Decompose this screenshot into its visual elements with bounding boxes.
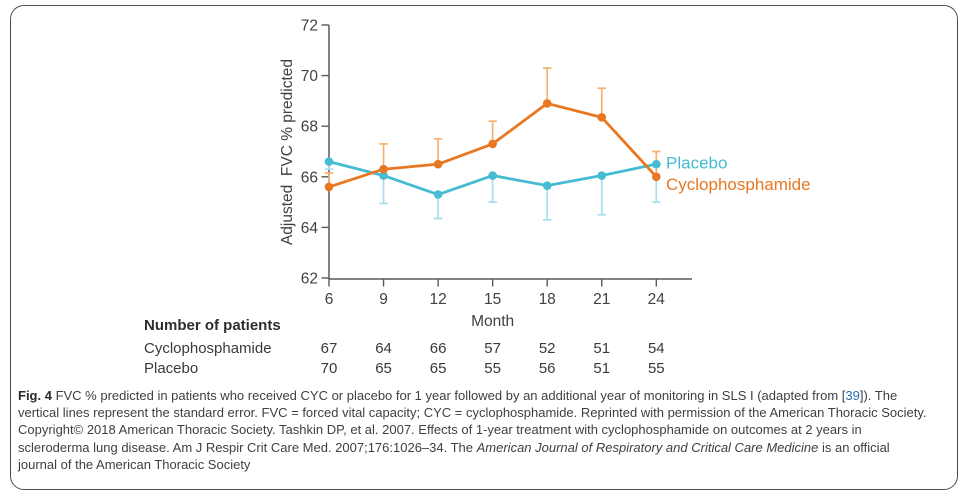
x-axis-title: Month: [471, 313, 514, 330]
data-point-cyclophosphamide: [652, 172, 661, 182]
data-point-cyclophosphamide: [324, 182, 334, 192]
data-point-placebo: [433, 190, 443, 199]
fvc-line-chart: 62 64 66 68 70 72 6 9 12 15 18 21 24 Month Adjusted FV…: [279, 18, 811, 331]
patients-count: 70: [320, 360, 338, 377]
caption-text: is an official journal of the American T…: [18, 439, 890, 472]
patients-count: 66: [429, 340, 447, 357]
data-point-cyclophosphamide: [542, 99, 552, 108]
data-point-placebo: [542, 181, 552, 190]
patients-count: 54: [647, 340, 665, 357]
patients-count: 55: [647, 360, 665, 377]
x-tick-label: 21: [593, 291, 610, 308]
y-tick-label: 68: [301, 119, 318, 136]
data-point-placebo: [597, 171, 607, 180]
data-point-placebo: [652, 159, 661, 169]
x-tick-label: 9: [379, 291, 388, 308]
figure-caption: Fig. 4 FVC % predicted in patients who r…: [18, 387, 930, 473]
x-tick-label: 6: [325, 291, 334, 308]
legend-label-placebo: Placebo: [666, 154, 727, 173]
data-point-cyclophosphamide: [379, 164, 388, 174]
y-axis-title: Adjusted FVC % predicted: [279, 59, 296, 245]
patients-row-label: Cyclophosphamide: [144, 340, 272, 357]
y-tick-label: 64: [301, 220, 319, 237]
x-tick-label: 18: [539, 291, 556, 308]
patients-count: 65: [375, 360, 392, 377]
patients-count: 67: [320, 340, 338, 357]
patients-count: 64: [375, 340, 392, 357]
legend-label-cyclophosphamide: Cyclophosphamide: [666, 175, 811, 194]
patients-count: 51: [593, 340, 611, 357]
figure-border: [10, 5, 958, 490]
patients-table-header: Number of patients: [144, 317, 281, 334]
data-point-cyclophosphamide: [488, 139, 497, 149]
y-tick-label: 62: [301, 271, 318, 288]
patients-count: 57: [484, 340, 501, 357]
y-tick-label: 66: [301, 169, 318, 186]
patients-row-label: Placebo: [144, 360, 199, 377]
caption-text: American Journal of Respiratory and Crit…: [476, 439, 819, 455]
patients-count: 55: [484, 360, 501, 377]
patients-count: 52: [538, 340, 556, 357]
x-tick-label: 15: [484, 291, 501, 308]
y-tick-label: 70: [301, 68, 319, 85]
data-point-cyclophosphamide: [433, 159, 443, 169]
y-tick-label: 72: [301, 18, 318, 35]
patients-count: 56: [538, 360, 556, 377]
patients-count: 51: [593, 360, 611, 377]
data-point-placebo: [379, 171, 388, 180]
x-tick-label: 12: [429, 291, 446, 308]
patients-count: 65: [429, 360, 447, 377]
reference-link-39[interactable]: 39: [845, 388, 860, 403]
data-point-placebo: [488, 171, 497, 180]
caption-text: ]). The vertical lines represent the sta…: [18, 388, 927, 455]
data-point-placebo: [324, 157, 334, 166]
caption-text: FVC % predicted in patients who received…: [51, 388, 846, 403]
data-point-cyclophosphamide: [597, 113, 607, 122]
caption-text: Fig. 4: [18, 388, 52, 403]
x-tick-label: 24: [648, 291, 666, 308]
